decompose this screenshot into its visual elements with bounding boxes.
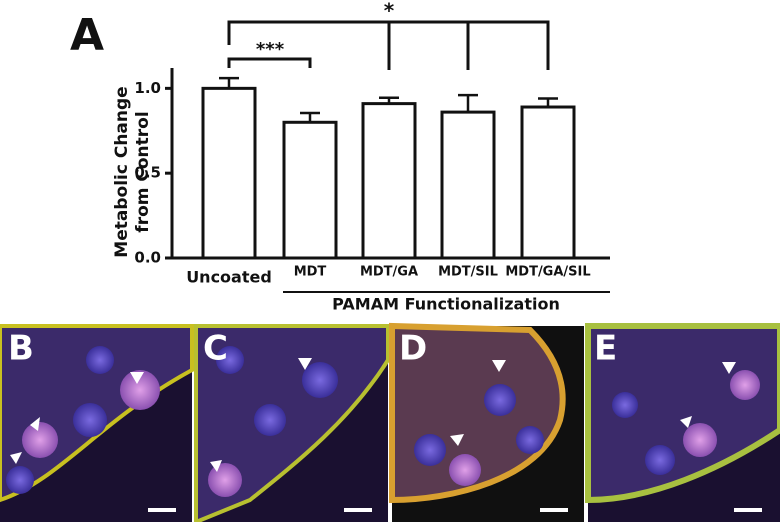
x-tick-label: MDT/SIL (438, 265, 498, 280)
significance-brackets (227, 20, 550, 70)
bar (440, 110, 496, 260)
x-tick-label: MDT (294, 265, 327, 280)
x-tick-label: MDT/GA/SIL (505, 265, 590, 280)
y-axis-label: from Control (133, 111, 153, 232)
y-tick-label: 0.5 (134, 164, 161, 182)
micrograph-panels (0, 322, 780, 522)
bar (201, 86, 257, 260)
panel-label: D (399, 329, 427, 369)
x-tick-label: Uncoated (186, 268, 272, 287)
significance-label: * (384, 0, 395, 23)
y-tick-label: 1.0 (134, 79, 161, 97)
bar (361, 102, 417, 260)
panel-label: E (594, 329, 617, 369)
x-tick-label: MDT/GA (360, 265, 418, 280)
y-axis-label: Metabolic Change (112, 86, 132, 257)
panel-label: B (8, 329, 34, 369)
panel-label: A (70, 10, 104, 61)
panel-label: C (203, 329, 228, 369)
group-label: PAMAM Functionalization (332, 295, 560, 314)
y-tick-label: 0.0 (134, 249, 161, 267)
significance-label: *** (256, 39, 285, 60)
bar (520, 105, 576, 260)
bar (282, 120, 338, 260)
